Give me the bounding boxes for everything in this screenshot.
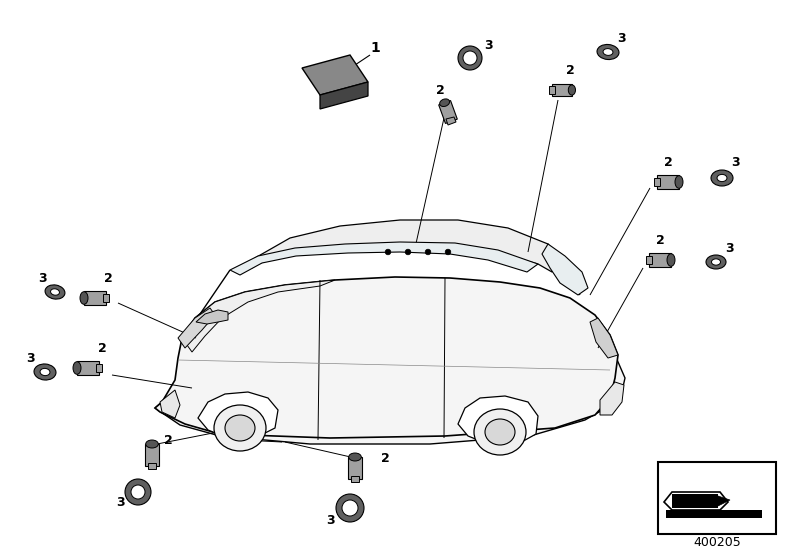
- Circle shape: [406, 249, 411, 255]
- Polygon shape: [438, 101, 458, 123]
- Circle shape: [386, 249, 391, 255]
- Polygon shape: [84, 291, 106, 305]
- Circle shape: [458, 46, 482, 70]
- Text: 3: 3: [26, 352, 34, 365]
- Ellipse shape: [146, 440, 158, 448]
- Ellipse shape: [597, 44, 619, 59]
- Ellipse shape: [50, 289, 59, 295]
- Polygon shape: [145, 444, 159, 466]
- Polygon shape: [654, 178, 660, 186]
- Polygon shape: [600, 382, 624, 415]
- Circle shape: [336, 494, 364, 522]
- Text: 2: 2: [381, 451, 390, 464]
- Polygon shape: [196, 310, 228, 324]
- Text: 2: 2: [436, 83, 444, 96]
- Polygon shape: [552, 83, 572, 96]
- Ellipse shape: [474, 409, 526, 455]
- Text: 400205: 400205: [693, 536, 741, 549]
- Polygon shape: [182, 280, 335, 352]
- Bar: [658, 462, 776, 534]
- Polygon shape: [320, 82, 368, 109]
- Polygon shape: [672, 494, 718, 508]
- Ellipse shape: [73, 362, 81, 374]
- Polygon shape: [198, 392, 278, 438]
- Circle shape: [131, 485, 145, 499]
- Text: 3: 3: [484, 39, 492, 52]
- Text: 2: 2: [656, 234, 664, 246]
- Text: 2: 2: [98, 342, 106, 354]
- Circle shape: [125, 479, 151, 505]
- Polygon shape: [103, 294, 109, 302]
- Ellipse shape: [34, 364, 56, 380]
- Ellipse shape: [675, 176, 683, 188]
- Ellipse shape: [80, 292, 88, 304]
- Polygon shape: [549, 86, 555, 94]
- Polygon shape: [348, 457, 362, 479]
- Polygon shape: [446, 117, 456, 125]
- Ellipse shape: [706, 255, 726, 269]
- Text: 2: 2: [664, 156, 672, 169]
- Polygon shape: [252, 220, 560, 272]
- Polygon shape: [351, 476, 359, 482]
- Polygon shape: [155, 277, 618, 438]
- Bar: [666, 510, 762, 518]
- Polygon shape: [77, 361, 99, 375]
- Ellipse shape: [667, 254, 675, 267]
- Text: 3: 3: [726, 241, 734, 254]
- Ellipse shape: [711, 259, 721, 265]
- Ellipse shape: [225, 415, 255, 441]
- Polygon shape: [657, 175, 679, 189]
- Polygon shape: [542, 244, 588, 295]
- Circle shape: [463, 51, 477, 65]
- Ellipse shape: [603, 49, 613, 55]
- Text: 3: 3: [38, 272, 46, 284]
- Polygon shape: [148, 463, 156, 469]
- Polygon shape: [160, 390, 180, 418]
- Polygon shape: [649, 253, 671, 267]
- Ellipse shape: [485, 419, 515, 445]
- Ellipse shape: [717, 174, 727, 181]
- Polygon shape: [590, 318, 618, 358]
- Polygon shape: [96, 364, 102, 372]
- Circle shape: [446, 249, 451, 255]
- Ellipse shape: [214, 405, 266, 451]
- Ellipse shape: [45, 285, 65, 299]
- Polygon shape: [718, 496, 730, 506]
- Polygon shape: [458, 396, 538, 444]
- Polygon shape: [664, 492, 728, 510]
- Polygon shape: [302, 55, 368, 95]
- Text: 3: 3: [116, 496, 124, 508]
- Ellipse shape: [711, 170, 733, 186]
- Circle shape: [426, 249, 431, 255]
- Ellipse shape: [349, 453, 362, 461]
- Polygon shape: [230, 242, 538, 275]
- Ellipse shape: [440, 99, 450, 106]
- Text: 1: 1: [370, 41, 380, 55]
- Polygon shape: [646, 256, 652, 264]
- Ellipse shape: [568, 85, 575, 95]
- Polygon shape: [155, 340, 625, 444]
- Text: 3: 3: [618, 31, 626, 44]
- Ellipse shape: [40, 368, 50, 376]
- Text: 3: 3: [732, 156, 740, 169]
- Text: 3: 3: [326, 514, 334, 526]
- Text: 2: 2: [164, 433, 172, 446]
- Polygon shape: [178, 308, 215, 348]
- Text: 2: 2: [566, 63, 574, 77]
- Circle shape: [342, 500, 358, 516]
- Text: 2: 2: [104, 272, 112, 284]
